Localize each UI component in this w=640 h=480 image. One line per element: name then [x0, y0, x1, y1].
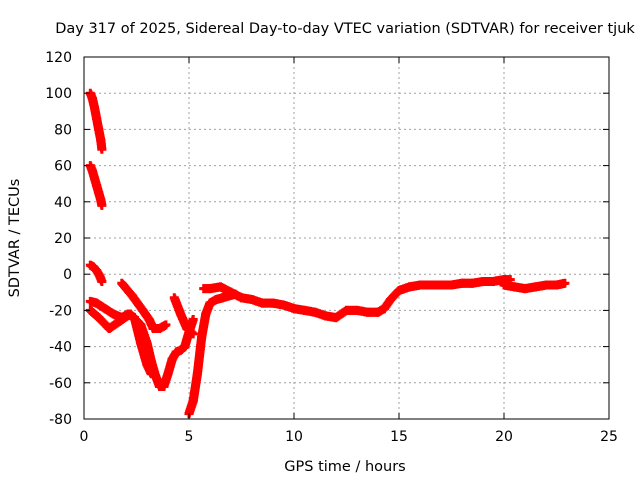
- x-tick-label: 20: [495, 429, 513, 445]
- axis-ticks: 0 5 10 15 20 25 -80 -60 -40 -20 0 20 40 60 80 100 120: [45, 50, 618, 445]
- x-tick-label: 0: [80, 429, 89, 445]
- data-point: [188, 329, 198, 339]
- y-tick-label: -80: [49, 412, 72, 428]
- x-tick-label: 15: [390, 429, 408, 445]
- x-axis-label: GPS time / hours: [284, 459, 405, 475]
- series-track-8: [184, 289, 240, 419]
- y-axis-label: SDTVAR / TECUs: [7, 179, 23, 298]
- y-tick-label: 20: [54, 231, 72, 247]
- y-tick-label: -40: [49, 340, 72, 356]
- x-tick-label: 10: [285, 429, 303, 445]
- data-point: [161, 320, 171, 330]
- grid-lines: [84, 57, 609, 419]
- chart-title: Day 317 of 2025, Sidereal Day-to-day VTE…: [55, 21, 635, 37]
- data-point: [97, 144, 107, 154]
- y-tick-label: 100: [45, 86, 72, 102]
- series-track-1: [85, 88, 107, 154]
- data-point: [97, 276, 107, 286]
- series-track-9: [199, 275, 515, 323]
- y-tick-label: 80: [54, 122, 72, 138]
- x-tick-label: 25: [600, 429, 618, 445]
- series-track-6: [117, 278, 171, 333]
- y-tick-label: 40: [54, 195, 72, 211]
- series-track-7: [169, 293, 198, 339]
- y-tick-label: -60: [49, 376, 72, 392]
- series-track-3: [85, 260, 107, 286]
- x-tick-label: 5: [185, 429, 194, 445]
- series-track-5: [85, 305, 198, 391]
- y-tick-label: 60: [54, 159, 72, 175]
- data-point: [97, 200, 107, 210]
- data-point: [188, 314, 198, 324]
- data-point: [560, 278, 570, 288]
- data-points: [85, 88, 570, 419]
- series-track-10: [499, 278, 570, 294]
- y-tick-label: -20: [49, 303, 72, 319]
- y-tick-label: 0: [63, 267, 72, 283]
- series-track-2: [85, 161, 107, 210]
- y-tick-label: 120: [45, 50, 72, 66]
